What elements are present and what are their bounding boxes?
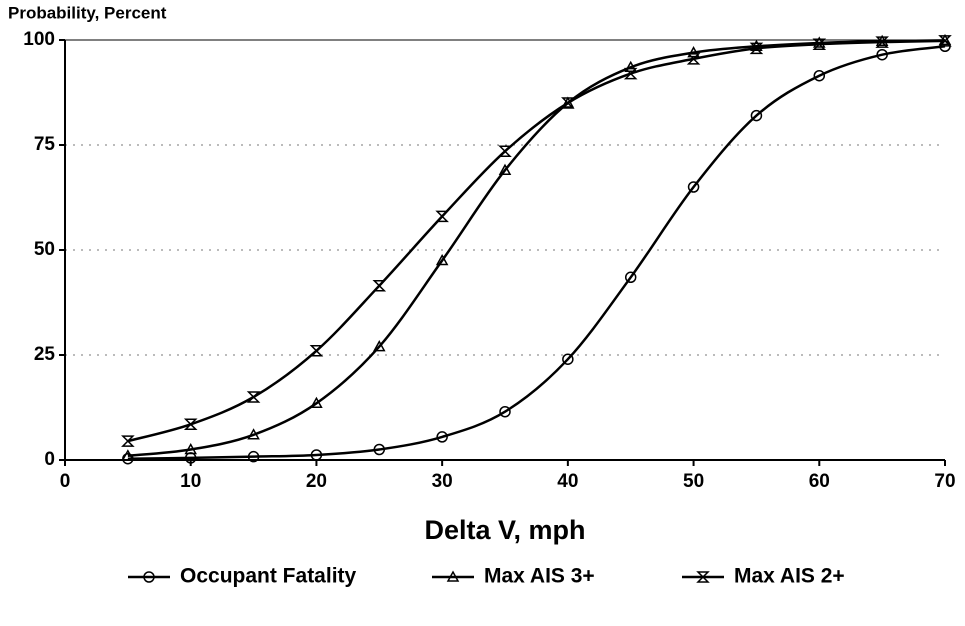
- marker: [183, 418, 198, 431]
- marker: [750, 109, 763, 122]
- marker: [373, 340, 386, 352]
- series-line: [127, 39, 946, 443]
- legend-label: Occupant Fatality: [180, 565, 357, 588]
- series-line: [127, 45, 946, 460]
- x-tick-label: 30: [432, 471, 453, 492]
- y-axis-label: Probability, Percent: [8, 3, 167, 22]
- marker: [435, 253, 449, 266]
- marker: [696, 571, 710, 583]
- marker: [373, 443, 386, 456]
- marker: [499, 405, 511, 418]
- y-tick-label: 0: [44, 449, 55, 470]
- marker: [812, 38, 827, 50]
- series-line: [127, 39, 946, 458]
- marker: [184, 442, 197, 455]
- x-tick-label: 60: [809, 471, 830, 492]
- x-axis-label: Delta V, mph: [424, 515, 585, 545]
- marker: [310, 449, 323, 461]
- legend-label: Max AIS 2+: [734, 565, 845, 588]
- marker: [121, 449, 135, 461]
- marker: [624, 271, 637, 284]
- marker: [247, 450, 260, 463]
- marker: [372, 279, 387, 292]
- marker: [687, 46, 700, 58]
- x-tick-label: 0: [60, 471, 71, 492]
- marker: [436, 431, 448, 443]
- marker: [624, 60, 637, 73]
- marker: [246, 391, 261, 403]
- marker: [435, 210, 449, 223]
- marker: [623, 67, 638, 80]
- marker: [561, 97, 575, 109]
- marker: [247, 428, 260, 440]
- y-tick-label: 50: [34, 239, 55, 260]
- marker: [875, 34, 889, 47]
- marker: [749, 42, 764, 55]
- x-tick-label: 40: [557, 471, 578, 492]
- marker: [498, 145, 512, 158]
- marker: [813, 69, 826, 82]
- marker: [687, 181, 700, 193]
- marker: [562, 353, 574, 365]
- marker: [446, 570, 460, 582]
- x-tick-label: 50: [683, 471, 704, 492]
- y-tick-label: 75: [34, 134, 56, 155]
- marker: [498, 163, 512, 175]
- marker: [310, 396, 323, 409]
- marker: [876, 48, 888, 61]
- marker: [875, 36, 889, 48]
- x-tick-label: 10: [180, 471, 201, 492]
- marker: [686, 53, 701, 65]
- marker: [938, 35, 952, 47]
- x-tick-label: 70: [934, 471, 955, 492]
- legend-label: Max AIS 3+: [484, 565, 595, 588]
- marker: [143, 571, 155, 583]
- y-tick-label: 25: [34, 344, 56, 365]
- x-tick-label: 20: [306, 471, 327, 492]
- marker: [309, 345, 324, 357]
- marker: [121, 435, 135, 447]
- y-tick-label: 100: [23, 29, 55, 50]
